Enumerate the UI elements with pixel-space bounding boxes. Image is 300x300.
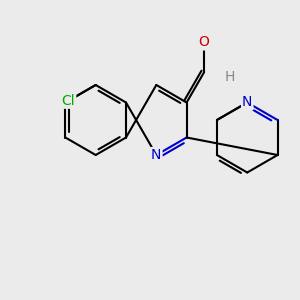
Text: Cl: Cl	[61, 94, 75, 108]
Text: O: O	[199, 35, 210, 50]
Text: N: N	[151, 148, 161, 162]
Text: N: N	[242, 95, 252, 110]
Text: H: H	[225, 70, 235, 84]
